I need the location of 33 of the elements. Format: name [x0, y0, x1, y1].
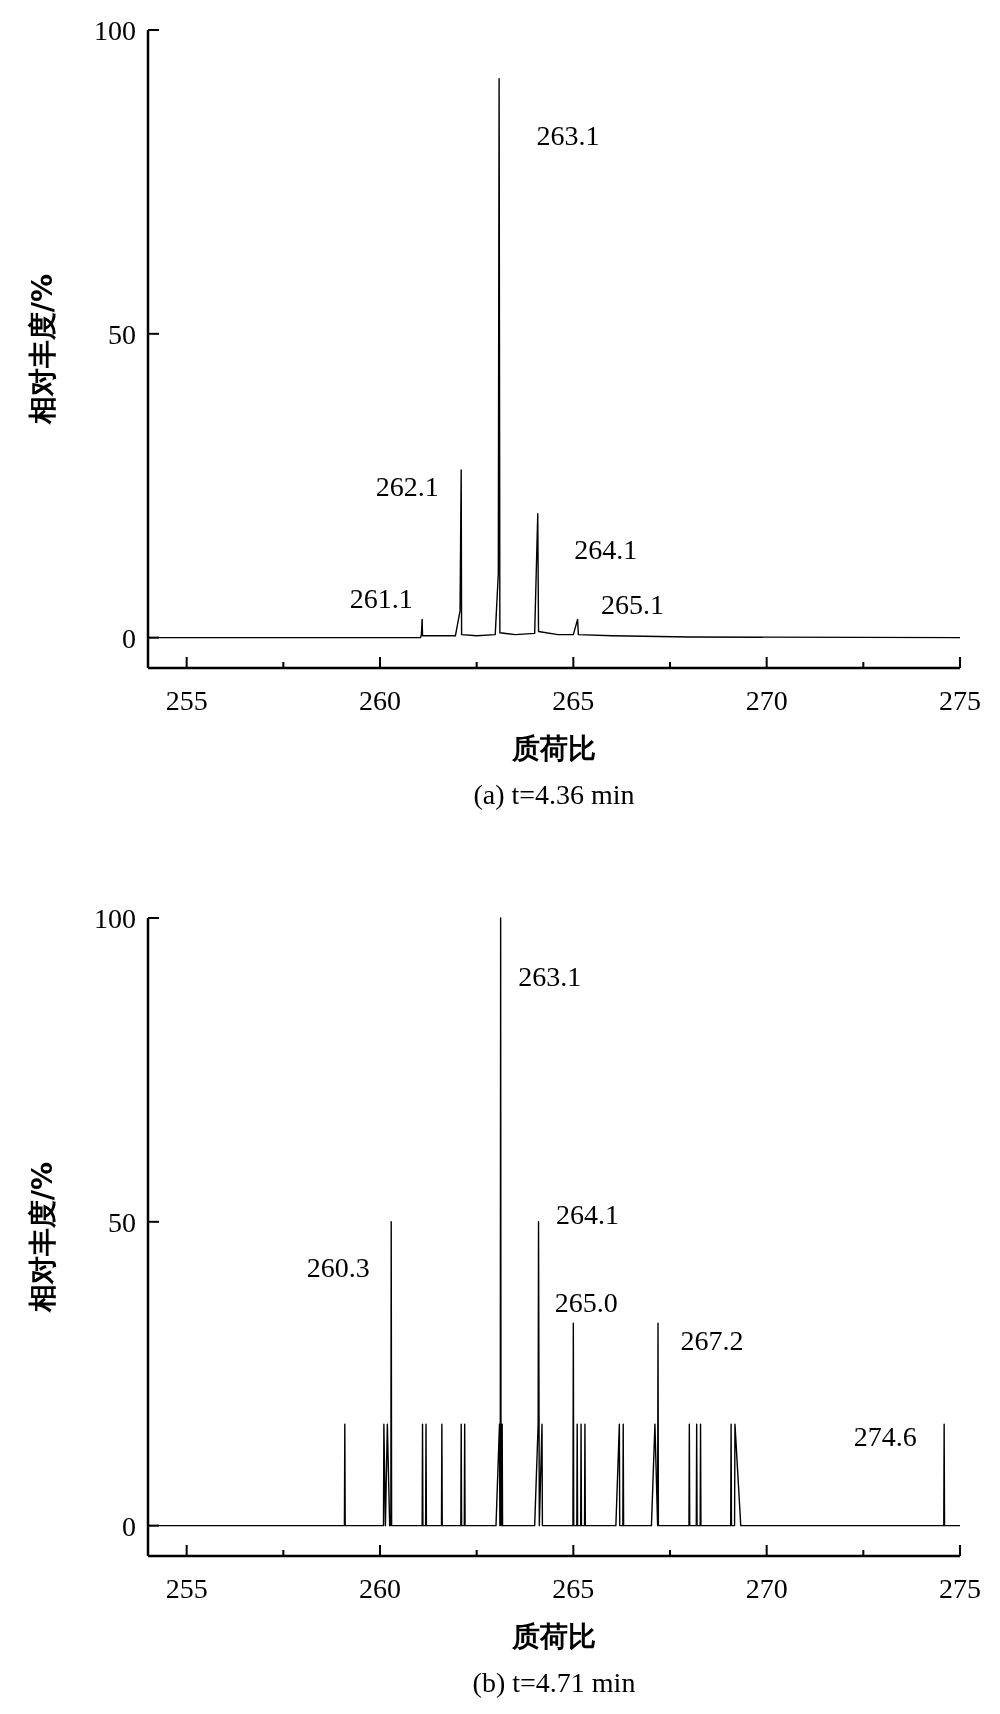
x-tick-label: 270 — [745, 685, 788, 716]
y-axis-title: 相对丰度/% — [26, 1161, 59, 1314]
x-tick-label: 260 — [359, 1573, 401, 1604]
x-tick-label: 265 — [552, 685, 595, 716]
x-tick-label: 255 — [165, 685, 208, 716]
y-tick-label: 50 — [108, 318, 136, 350]
text: (a) t=4.36 min — [473, 779, 635, 810]
annotation: 263.1 — [518, 961, 582, 992]
annotation: 265.1 — [601, 589, 665, 621]
annotation: 261.1 — [349, 583, 413, 615]
x-tick-label: 255 — [165, 1573, 208, 1604]
annotation: 267.2 — [680, 1325, 744, 1357]
y-tick-label: 100 — [94, 15, 136, 46]
annotation: 262.1 — [375, 470, 439, 502]
x-tick-label: 270 — [745, 1573, 788, 1604]
annotation: 274.6 — [853, 1421, 917, 1453]
annotation: 263.1 — [536, 119, 600, 151]
x-axis-title: 质荷比 — [511, 1620, 596, 1653]
x-tick-label: 275 — [939, 1573, 981, 1604]
y-tick-label: 0 — [122, 622, 136, 654]
y-tick-label: 100 — [94, 903, 136, 934]
annotation: 264.1 — [574, 533, 638, 565]
annotation: 265.0 — [554, 1287, 618, 1319]
x-tick-label: 275 — [939, 685, 981, 716]
y-tick-label: 50 — [108, 1206, 136, 1238]
text: (b) t=4.71 min — [472, 1667, 636, 1698]
y-tick-label: 0 — [122, 1510, 136, 1542]
x-tick-label: 260 — [359, 685, 401, 716]
y-axis-title: 相对丰度/% — [26, 273, 59, 426]
annotation: 264.1 — [556, 1198, 620, 1230]
annotation: 260.3 — [306, 1251, 370, 1283]
x-tick-label: 265 — [552, 1573, 595, 1604]
x-axis-title: 质荷比 — [511, 732, 596, 765]
